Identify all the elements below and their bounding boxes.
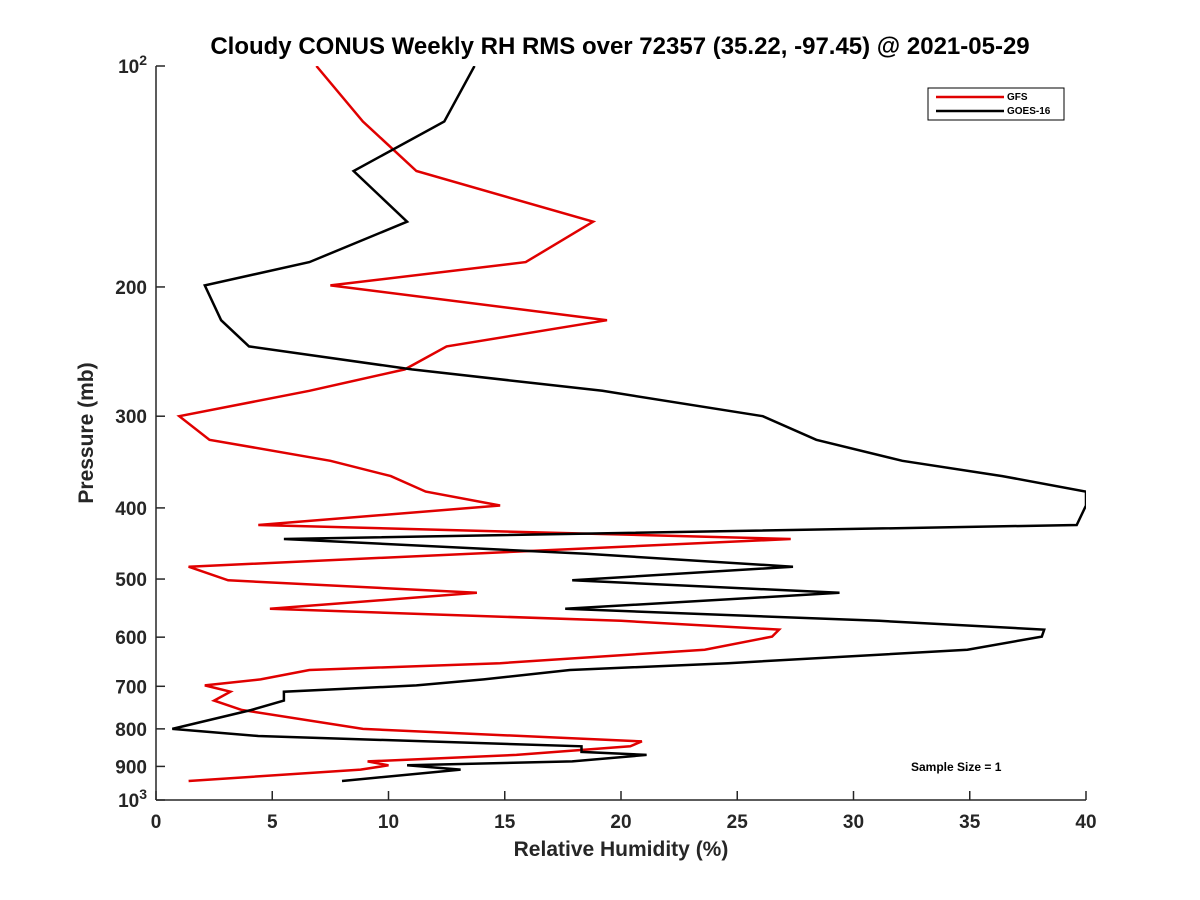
y-ticks: 102 200 300 400 500 600 700 800 900 103 xyxy=(115,52,165,812)
y-tick-label: 800 xyxy=(115,720,147,741)
y-axis-label: Pressure (mb) xyxy=(75,362,98,503)
legend-label-goes16: GOES-16 xyxy=(1007,106,1051,117)
y-tick-label: 400 xyxy=(115,499,147,520)
legend: GFS GOES-16 xyxy=(927,87,1065,121)
x-tick-label: 15 xyxy=(494,812,516,833)
x-tick-label: 0 xyxy=(151,812,162,833)
x-tick-label: 35 xyxy=(959,812,981,833)
x-tick-label: 25 xyxy=(727,812,749,833)
series-layer xyxy=(172,66,1086,783)
y-tick-label: 700 xyxy=(115,677,147,698)
legend-label-gfs: GFS xyxy=(1007,92,1028,103)
y-tick-label: 300 xyxy=(115,407,147,428)
chart-title: Cloudy CONUS Weekly RH RMS over 72357 (3… xyxy=(210,33,1029,60)
y-tick-label: 200 xyxy=(115,278,147,299)
x-tick-label: 10 xyxy=(378,812,399,833)
x-ticks: 0 5 10 15 20 25 30 35 40 xyxy=(151,791,1097,833)
y-tick-label: 500 xyxy=(115,570,147,591)
x-tick-label: 30 xyxy=(843,812,864,833)
legend-box xyxy=(927,87,1065,121)
y-tick-label: 600 xyxy=(115,628,147,649)
series-line-goes16 xyxy=(172,66,1086,783)
series-line-gfs xyxy=(176,66,791,783)
y-tick-label: 103 xyxy=(118,786,147,812)
sample-size-annotation: Sample Size = 1 xyxy=(911,760,1002,774)
x-tick-label: 40 xyxy=(1075,812,1096,833)
x-tick-label: 5 xyxy=(267,812,278,833)
y-tick-label: 102 xyxy=(118,52,147,78)
y-tick-label: 900 xyxy=(115,757,147,778)
x-tick-label: 20 xyxy=(610,812,631,833)
x-axis-label: Relative Humidity (%) xyxy=(514,838,729,861)
